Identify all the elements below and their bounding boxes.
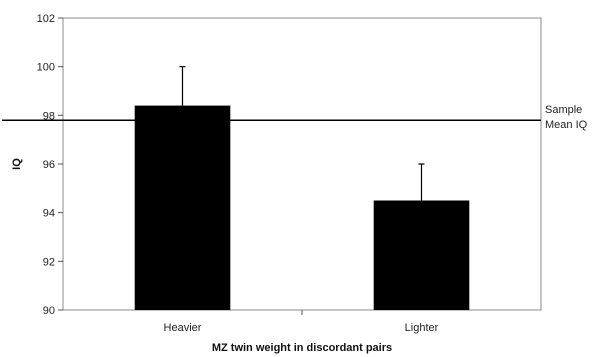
reference-line-group: Sample Mean IQ — [2, 104, 588, 131]
x-tick-label-heavier: Heavier — [164, 322, 202, 334]
error-bars-group — [179, 66, 425, 201]
y-tick-label: 94 — [43, 208, 55, 220]
y-axis-ticks: 90 92 94 96 98 100 102 — [37, 13, 63, 317]
y-tick-label: 102 — [37, 13, 55, 25]
sample-mean-label: Mean IQ — [545, 119, 588, 131]
y-tick-label: 92 — [43, 256, 55, 268]
bars-group — [134, 105, 470, 310]
sample-mean-label: Sample — [545, 104, 582, 116]
y-axis-title: IQ — [11, 158, 23, 170]
x-tick-label-lighter: Lighter — [405, 322, 439, 334]
y-tick-label: 90 — [43, 305, 55, 317]
bar-heavier — [134, 105, 231, 310]
bar-lighter — [373, 200, 470, 310]
y-tick-label: 100 — [37, 62, 55, 74]
x-axis-ticks: Heavier Lighter — [164, 310, 439, 334]
y-tick-label: 96 — [43, 159, 55, 171]
x-axis-title: MZ twin weight in discordant pairs — [212, 342, 392, 354]
y-tick-label: 98 — [43, 110, 55, 122]
